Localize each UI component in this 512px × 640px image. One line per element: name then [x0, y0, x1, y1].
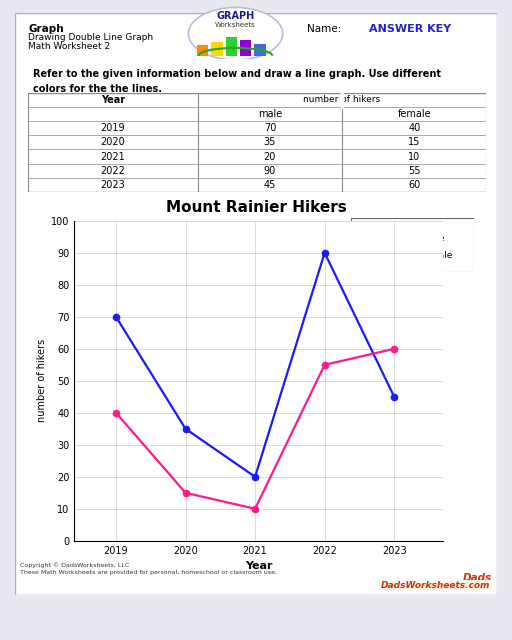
Text: 15: 15 [408, 138, 420, 147]
Text: 20: 20 [264, 152, 276, 161]
FancyBboxPatch shape [15, 13, 497, 595]
Text: Refer to the given information below and draw a line graph. Use different
colors: Refer to the given information below and… [33, 69, 441, 94]
Bar [211, 42, 223, 56]
Text: Name:: Name: [307, 24, 342, 34]
Text: Key: Key [360, 227, 377, 236]
Text: Mount Rainier Hikers: Mount Rainier Hikers [165, 200, 347, 214]
Text: male: male [258, 109, 282, 119]
Text: ANSWER KEY: ANSWER KEY [369, 24, 451, 34]
FancyBboxPatch shape [351, 218, 474, 272]
Text: 2019: 2019 [101, 124, 125, 133]
Bar [240, 40, 251, 56]
Text: male: male [422, 234, 444, 243]
Text: 45: 45 [264, 180, 276, 190]
X-axis label: Year: Year [245, 561, 272, 572]
Text: Dads: Dads [463, 573, 492, 583]
Text: 40: 40 [408, 124, 420, 133]
Text: 10: 10 [408, 152, 420, 161]
Text: 2021: 2021 [100, 152, 125, 161]
Text: Year: Year [101, 95, 125, 105]
Text: number of hikers: number of hikers [304, 95, 380, 104]
Text: GRAPH: GRAPH [217, 11, 254, 21]
Ellipse shape [188, 8, 283, 60]
Text: 60: 60 [408, 180, 420, 190]
Bar [226, 37, 237, 56]
Text: 35: 35 [264, 138, 276, 147]
Text: female: female [422, 251, 453, 260]
Text: DadsWorksheets.com: DadsWorksheets.com [380, 581, 490, 590]
Text: Drawing Double Line Graph: Drawing Double Line Graph [28, 33, 153, 42]
Text: Math Worksheet 2: Math Worksheet 2 [28, 42, 110, 51]
Bar [254, 44, 266, 56]
Text: 90: 90 [264, 166, 276, 176]
Text: 70: 70 [264, 124, 276, 133]
Y-axis label: number of hikers: number of hikers [37, 339, 47, 422]
Bar [197, 45, 208, 56]
Text: Worksheets: Worksheets [215, 22, 256, 28]
Text: 55: 55 [408, 166, 420, 176]
Text: female: female [397, 109, 431, 119]
Text: 2020: 2020 [100, 138, 125, 147]
Text: Graph: Graph [28, 24, 64, 34]
Text: 2023: 2023 [100, 180, 125, 190]
Text: Copyright © DadsWorksheets, LLC
These Math Worksheets are provided for personal,: Copyright © DadsWorksheets, LLC These Ma… [20, 563, 277, 575]
Text: 2022: 2022 [100, 166, 125, 176]
